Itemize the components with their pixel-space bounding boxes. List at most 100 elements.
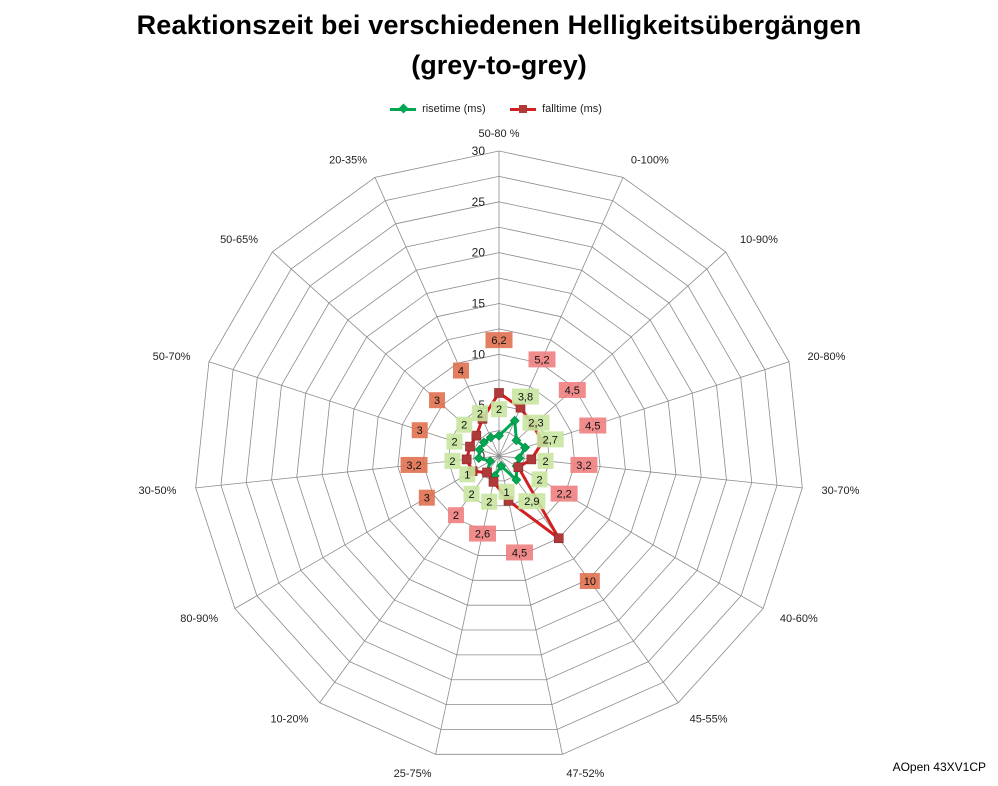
category-label: 47-52% [566,768,604,780]
data-label-bg [444,452,461,469]
data-point [494,430,504,441]
category-label: 50-70% [153,351,191,363]
data-label: 2 [496,404,502,416]
data-point [471,430,482,441]
data-label-bg [498,483,515,500]
data-label-bg [418,489,435,506]
grid-ring [321,277,677,631]
data-point [465,441,475,452]
data-point [496,461,507,471]
category-label: 50-65% [220,234,258,246]
chart-subtitle: (grey-to-grey) [411,50,587,80]
data-label-bg [528,351,556,368]
legend-swatch-falltime [510,103,536,115]
data-label-bg [570,456,598,473]
grid-ring [372,328,626,581]
category-label: 10-90% [740,234,778,246]
category-label: 80-90% [180,613,218,625]
data-label-bg [511,388,539,405]
data-label: 2 [453,510,459,522]
data-point [485,432,496,443]
grid-ring [448,404,550,507]
data-label-bg [459,466,476,483]
data-label: 2,7 [543,434,558,446]
data-point [474,444,485,455]
category-label: 10-20% [270,713,308,725]
legend-swatch-risetime [390,103,416,115]
legend: risetime (ms) falltime (ms) [390,100,630,118]
brand-label: AOpen 43XV1CP [892,760,986,774]
data-point [509,415,520,426]
data-label-bg [471,405,488,422]
category-labels: 50-80 % 0-100% 10-90% 20-80% 30-70% 40-60% 45-… [139,128,860,780]
data-label: 2 [449,456,455,468]
grid-ring [422,379,576,531]
data-label: 2,2 [557,489,572,501]
data-label-bg [456,416,473,433]
data-label-bg [429,392,446,409]
data-label-bg [446,433,463,450]
data-label: 3,8 [518,392,533,404]
data-label: 5,2 [534,354,549,366]
legend-label-risetime: risetime (ms) [422,103,486,115]
data-point [482,467,492,478]
data-label-bg [452,362,469,379]
chart-title: Reaktionszeit bei verschiedenen Helligke… [136,10,862,40]
radial-tick-label: 10 [472,347,486,361]
data-label-bg [579,573,600,590]
data-point [526,454,537,465]
grid-ring [296,252,702,656]
data-label: 2,6 [475,529,490,541]
data-label: 2,9 [524,496,539,508]
series-line [477,419,527,482]
data-point [485,456,496,467]
category-label: 25-75% [394,768,432,780]
data-label: 2 [468,489,474,501]
data-label: 2 [542,456,548,468]
data-label: 1 [504,487,510,499]
data-label: 2 [477,408,483,420]
data-label-bg [518,493,546,510]
data-label-bg [463,485,480,502]
data-label: 3,2 [576,460,591,472]
data-label-bg [485,332,513,349]
data-point [511,474,522,485]
grid-ring [245,201,753,706]
data-label-bg [531,471,548,488]
data-label: 4,5 [512,547,527,559]
data-label: 3 [417,425,423,437]
grid-ring [346,303,652,606]
data-label: 10 [584,576,596,588]
data-label: 6,2 [491,335,506,347]
data-label-bg [491,401,507,418]
grid-spoke [234,455,500,609]
radial-tick-labels: 0 5 10 15 20 25 30 [472,144,486,463]
data-point [513,462,524,472]
data-label: 1 [464,469,470,481]
data-label: 2 [536,474,542,486]
legend-item-risetime: risetime (ms) [390,100,486,118]
data-label: 2 [461,420,467,432]
radial-tick-label: 15 [472,297,486,311]
category-label: 0-100% [631,155,669,167]
data-label: 2,3 [528,418,543,430]
data-label-bg [558,382,586,399]
data-label-bg [447,507,464,524]
radial-tick-label: 0 [478,449,485,463]
data-label: 3,2 [406,460,421,472]
grid-spoke [498,455,563,755]
radial-tick-label: 20 [472,246,486,260]
data-label-bg [537,452,554,469]
data-label-bg [522,414,550,431]
grid-ring [195,150,803,755]
legend-item-falltime: falltime (ms) [510,100,602,118]
data-point [478,437,489,448]
data-label-bg [579,417,607,434]
data-point [520,442,531,453]
data-label: 3 [434,395,440,407]
category-label: 20-80% [807,351,845,363]
data-point [488,477,499,487]
category-label: 30-70% [822,485,860,497]
radar-grid [195,150,803,755]
